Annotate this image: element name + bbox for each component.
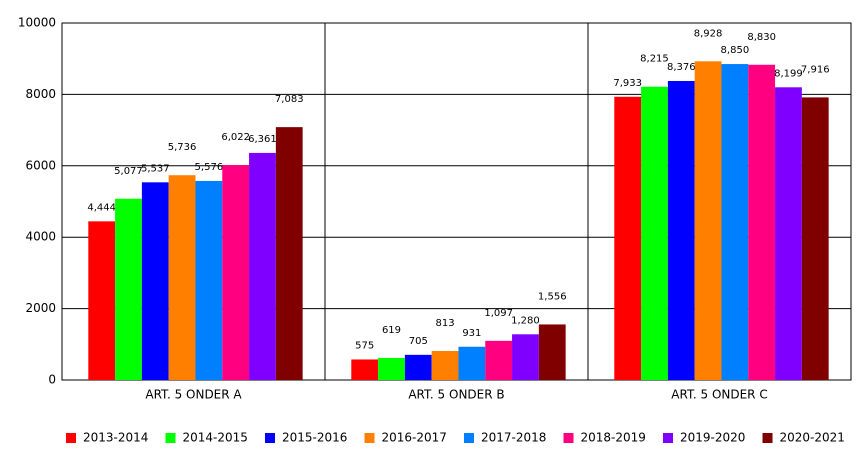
bar bbox=[378, 357, 405, 380]
value-label: 8,830 bbox=[747, 32, 776, 43]
value-label: 6,022 bbox=[221, 132, 250, 143]
value-label: 8,215 bbox=[640, 54, 669, 65]
value-label: 7,916 bbox=[801, 64, 830, 75]
value-label: 6,361 bbox=[248, 134, 277, 145]
value-label: 8,199 bbox=[774, 68, 803, 79]
legend-label: 2015-2016 bbox=[282, 431, 347, 445]
bar bbox=[721, 64, 749, 381]
value-label: 1,556 bbox=[538, 291, 567, 302]
y-tick-label: 6000 bbox=[25, 158, 56, 172]
y-tick-label: 4000 bbox=[25, 230, 56, 244]
bar bbox=[694, 61, 722, 381]
legend-swatch bbox=[364, 433, 375, 443]
y-tick-label: 8000 bbox=[25, 87, 56, 101]
x-tick-label: ART. 5 ONDER A bbox=[145, 388, 242, 402]
legend-swatch bbox=[165, 433, 176, 443]
y-tick-label: 0 bbox=[48, 373, 56, 387]
value-label: 813 bbox=[436, 318, 455, 329]
bar bbox=[614, 96, 642, 380]
bar bbox=[88, 221, 116, 380]
bar bbox=[748, 64, 776, 381]
bar bbox=[168, 175, 196, 380]
legend-label: 2013-2014 bbox=[83, 431, 148, 445]
bar bbox=[195, 180, 223, 380]
bar bbox=[249, 152, 276, 380]
legend-swatch bbox=[464, 433, 474, 443]
value-label: 575 bbox=[355, 340, 374, 351]
legend-swatch bbox=[265, 433, 275, 443]
bar bbox=[485, 340, 513, 380]
value-label: 619 bbox=[382, 325, 401, 336]
bar bbox=[115, 198, 142, 380]
legend-label: 2020-2021 bbox=[780, 431, 845, 445]
value-label: 8,928 bbox=[694, 28, 723, 39]
x-tick-label: ART. 5 ONDER C bbox=[671, 388, 767, 402]
bar bbox=[512, 334, 539, 380]
legend-label: 2016-2017 bbox=[382, 431, 447, 445]
value-label: 705 bbox=[409, 336, 428, 347]
bar bbox=[775, 87, 802, 380]
bar bbox=[538, 324, 566, 380]
y-tick-label: 2000 bbox=[25, 301, 56, 315]
x-tick-label: ART. 5 ONDER B bbox=[408, 388, 504, 402]
value-label: 1,280 bbox=[511, 315, 540, 326]
value-label: 4,444 bbox=[87, 202, 116, 213]
legend-swatch bbox=[66, 433, 76, 443]
value-label: 5,537 bbox=[141, 163, 170, 174]
value-label: 7,083 bbox=[275, 94, 304, 105]
value-label: 8,376 bbox=[667, 62, 696, 73]
bar bbox=[641, 86, 668, 381]
legend-label: 2014-2015 bbox=[183, 431, 248, 445]
legend-label: 2017-2018 bbox=[481, 431, 546, 445]
bar bbox=[141, 182, 169, 380]
bar bbox=[801, 97, 829, 380]
bar bbox=[404, 354, 432, 380]
legend-swatch bbox=[563, 433, 574, 443]
legend-swatch bbox=[762, 433, 773, 443]
value-label: 5,077 bbox=[114, 166, 143, 177]
bar bbox=[667, 80, 695, 380]
bar bbox=[351, 359, 379, 380]
y-tick-label: 10000 bbox=[18, 16, 56, 30]
value-label: 7,933 bbox=[613, 78, 642, 89]
legend-label: 2019-2020 bbox=[680, 431, 745, 445]
bar bbox=[222, 165, 250, 380]
value-label: 8,850 bbox=[721, 45, 750, 56]
bar bbox=[458, 346, 486, 380]
legend-swatch bbox=[663, 433, 673, 443]
bar bbox=[431, 350, 459, 380]
value-label: 5,576 bbox=[195, 162, 224, 173]
value-label: 5,736 bbox=[168, 142, 197, 153]
legend-label: 2018-2019 bbox=[581, 431, 646, 445]
bar bbox=[275, 127, 303, 380]
value-label: 931 bbox=[462, 328, 481, 339]
value-label: 1,097 bbox=[484, 308, 513, 319]
